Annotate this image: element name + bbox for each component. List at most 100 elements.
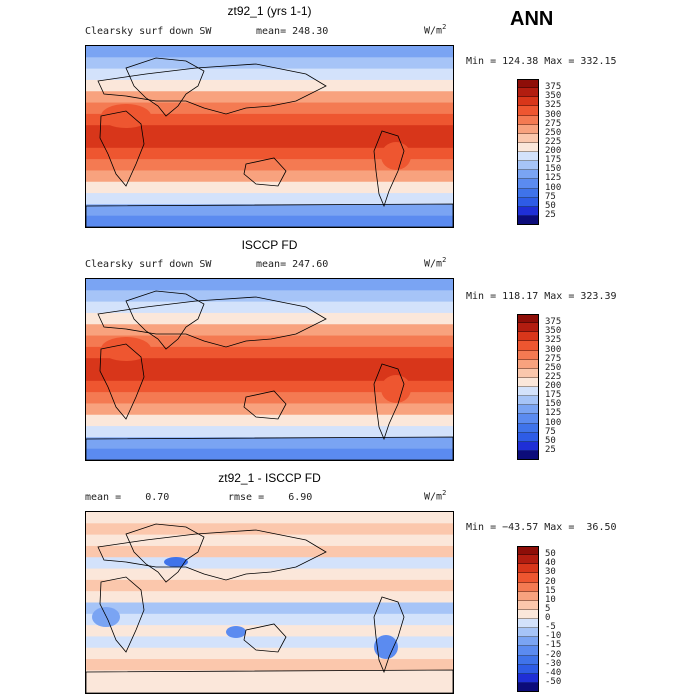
colorbar-swatch — [517, 423, 539, 433]
map-band — [86, 636, 453, 649]
map-band — [86, 159, 453, 171]
colorbar-tick-label: -20 — [545, 649, 562, 660]
map-band — [86, 545, 453, 558]
map-band — [86, 91, 453, 104]
colorbar-tick-label: 100 — [545, 417, 562, 428]
colorbar-swatch — [517, 441, 539, 451]
colorbar-swatch — [517, 79, 539, 89]
colorbar-swatch — [517, 405, 539, 415]
colorbar-swatch — [517, 582, 539, 592]
colorbar-tick-label: 40 — [545, 558, 556, 569]
colorbar-swatch — [517, 106, 539, 116]
colorbar-tick-label: 150 — [545, 164, 562, 175]
colorbar-tick-label: 5 — [545, 603, 551, 614]
colorbar-tick-label: 30 — [545, 567, 556, 578]
colorbar-frame — [517, 79, 539, 225]
colorbar-swatch — [517, 152, 539, 162]
map-band — [86, 448, 453, 460]
colorbar-tick-label: 150 — [545, 399, 562, 410]
map-band — [86, 625, 453, 637]
colorbar-tick-label: -5 — [545, 622, 556, 633]
coastline — [86, 669, 453, 693]
colorbar-swatch — [517, 133, 539, 143]
colorbar-swatch — [517, 179, 539, 189]
map-band — [86, 102, 453, 115]
colorbar-swatch — [517, 673, 539, 683]
map-band — [86, 170, 453, 183]
map-band — [86, 147, 453, 160]
map-band — [86, 193, 453, 205]
colorbar-tick-label: 200 — [545, 146, 562, 156]
colorbar-swatch — [517, 377, 539, 387]
colorbar-swatch — [517, 600, 539, 610]
colorbar-tick-label: -10 — [545, 631, 562, 642]
panel2-title: ISCCP FD — [241, 238, 298, 252]
colorbar-swatch — [517, 664, 539, 674]
map-feature — [381, 142, 411, 170]
coastline — [97, 296, 327, 348]
map-band — [86, 324, 453, 337]
colorbar-tick-label: 50 — [545, 200, 556, 211]
map-band — [86, 681, 453, 693]
colorbar-swatch — [517, 206, 539, 216]
coastline — [243, 390, 287, 420]
panel1-title: zt92_1 (yrs 1-1) — [227, 4, 312, 18]
map-band — [86, 113, 453, 126]
colorbar-tick-label: 25 — [545, 209, 556, 220]
colorbar-swatch — [517, 546, 539, 556]
colorbar-swatch — [517, 396, 539, 406]
colorbar-tick-label: 300 — [545, 344, 562, 355]
map-band — [86, 659, 453, 671]
map-band — [86, 647, 453, 660]
map-band — [86, 380, 453, 393]
coastline — [99, 343, 145, 420]
colorbar-tick-label: 175 — [545, 390, 562, 401]
map-band — [86, 204, 453, 217]
map-anomaly — [164, 557, 188, 567]
colorbar-swatch — [517, 591, 539, 601]
colorbar-swatch — [517, 88, 539, 98]
colorbar-swatch — [517, 161, 539, 171]
map-band — [86, 369, 453, 382]
colorbar-tick-label: 25 — [545, 444, 556, 455]
coastline — [125, 290, 205, 350]
panel2-mean-label: mean= 247.60 — [256, 259, 329, 270]
colorbar-swatch — [517, 387, 539, 397]
coastline — [243, 157, 287, 187]
colorbar-swatch — [517, 332, 539, 342]
colorbar-tick-label: 325 — [545, 335, 562, 346]
colorbar-swatch — [517, 609, 539, 619]
panel1-minmax: Min = 124.38 Max = 332.15 — [466, 56, 617, 67]
map-band — [86, 346, 453, 359]
map-band — [86, 279, 453, 291]
colorbar-tick-label: 10 — [545, 594, 556, 605]
coastline — [86, 436, 453, 460]
colorbar-tick-label: 325 — [545, 100, 562, 111]
panel1-mean-label: mean= 248.30 — [256, 26, 329, 37]
panel3-map — [85, 511, 454, 694]
map-band — [86, 312, 453, 325]
map-band — [86, 670, 453, 683]
map-band — [86, 358, 453, 370]
colorbar-tick-label: 375 — [545, 82, 562, 93]
map-band — [86, 426, 453, 438]
coastline — [125, 57, 205, 117]
map-band — [86, 523, 453, 536]
map-band — [86, 57, 453, 70]
panel1-map — [85, 45, 454, 228]
colorbar-tick-label: 225 — [545, 136, 562, 147]
colorbar-swatch — [517, 341, 539, 351]
panel2-field-label: Clearsky surf down SW — [85, 259, 212, 270]
colorbar-tick-label: 275 — [545, 353, 562, 364]
panel3-mean-label: mean = 0.70 — [85, 492, 170, 503]
colorbar-tick-label: 75 — [545, 426, 556, 437]
colorbar-swatch — [517, 115, 539, 125]
colorbar-swatch — [517, 124, 539, 134]
map-band — [86, 557, 453, 570]
colorbar-swatch — [517, 564, 539, 574]
colorbar-tick-label: 20 — [545, 576, 556, 587]
colorbar-swatch — [517, 555, 539, 565]
colorbar-swatch — [517, 323, 539, 333]
colorbar-tick-label: 300 — [545, 109, 562, 120]
map-band — [86, 46, 453, 58]
